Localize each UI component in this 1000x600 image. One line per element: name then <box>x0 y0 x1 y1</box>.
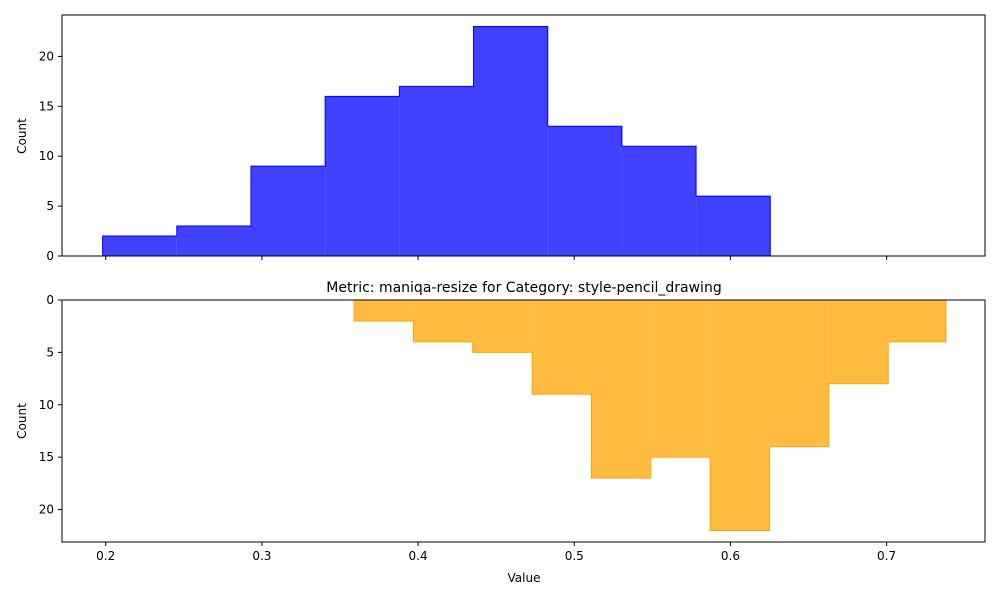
top-histogram-bar <box>325 96 400 256</box>
top-histogram-bars <box>102 25 771 257</box>
top-y-axis-label: Count <box>15 118 29 154</box>
top-y-tick-label: 0 <box>46 249 54 263</box>
top-plot-frame <box>61 14 986 257</box>
top-histogram-bar <box>176 226 251 256</box>
bottom-histogram-bars <box>353 300 947 531</box>
bottom-histogram-bar <box>532 300 592 395</box>
bottom-x-axis-ticks: 0.2 0.3 0.4 0.5 0.6 0.7 <box>96 542 896 563</box>
bottom-x-tick-label: 0.2 <box>96 549 115 563</box>
bottom-x-tick-label: 0.7 <box>877 549 896 563</box>
bottom-histogram-bar <box>828 300 889 384</box>
top-y-tick-label: 20 <box>39 49 54 63</box>
bottom-histogram-outline <box>353 300 947 531</box>
top-y-tick-label: 5 <box>46 199 54 213</box>
bottom-histogram-bar <box>413 300 473 342</box>
bottom-histogram-bar <box>354 300 414 321</box>
top-y-tick-label: 10 <box>39 149 54 163</box>
bottom-histogram-bar <box>710 300 770 531</box>
top-histogram-bar <box>399 86 474 257</box>
top-histogram-bar <box>473 26 548 256</box>
top-y-tick-label: 15 <box>39 99 54 113</box>
top-histogram-bar <box>250 166 326 256</box>
bottom-histogram-bar <box>591 300 651 479</box>
bottom-y-axis-label: Count <box>15 403 29 439</box>
top-histogram-bar <box>696 196 771 256</box>
bottom-y-tick-label: 0 <box>46 293 54 307</box>
top-y-axis-ticks: 0 5 10 15 20 <box>39 49 62 263</box>
top-histogram-outline <box>102 25 771 256</box>
bottom-x-tick-label: 0.4 <box>409 549 428 563</box>
bottom-histogram-bar <box>472 300 533 353</box>
bottom-x-tick-label: 0.3 <box>252 549 271 563</box>
bottom-y-tick-label: 20 <box>39 503 54 517</box>
top-histogram-bar <box>547 126 622 256</box>
x-axis-label: Value <box>508 571 541 585</box>
bottom-y-tick-label: 15 <box>39 450 54 464</box>
top-x-axis-ticks <box>105 256 888 260</box>
bottom-histogram-bar <box>769 300 829 447</box>
bottom-y-tick-label: 10 <box>39 398 54 412</box>
bottom-y-axis-ticks: 0 5 10 15 20 <box>39 293 62 517</box>
bottom-histogram-panel: Metric: maniqa-resize for Category: styl… <box>15 280 986 585</box>
bottom-y-tick-label: 5 <box>46 345 54 359</box>
top-histogram-panel: 0 5 10 15 20 Count <box>15 14 986 263</box>
bottom-x-tick-label: 0.6 <box>721 549 740 563</box>
top-histogram-bar <box>621 146 697 256</box>
bottom-plot-frame <box>61 299 986 543</box>
top-histogram-bar <box>102 236 177 256</box>
bottom-histogram-bar <box>888 300 946 342</box>
bottom-x-tick-label: 0.5 <box>565 549 584 563</box>
bottom-histogram-bar <box>650 300 711 458</box>
bottom-chart-title: Metric: maniqa-resize for Category: styl… <box>326 280 721 296</box>
